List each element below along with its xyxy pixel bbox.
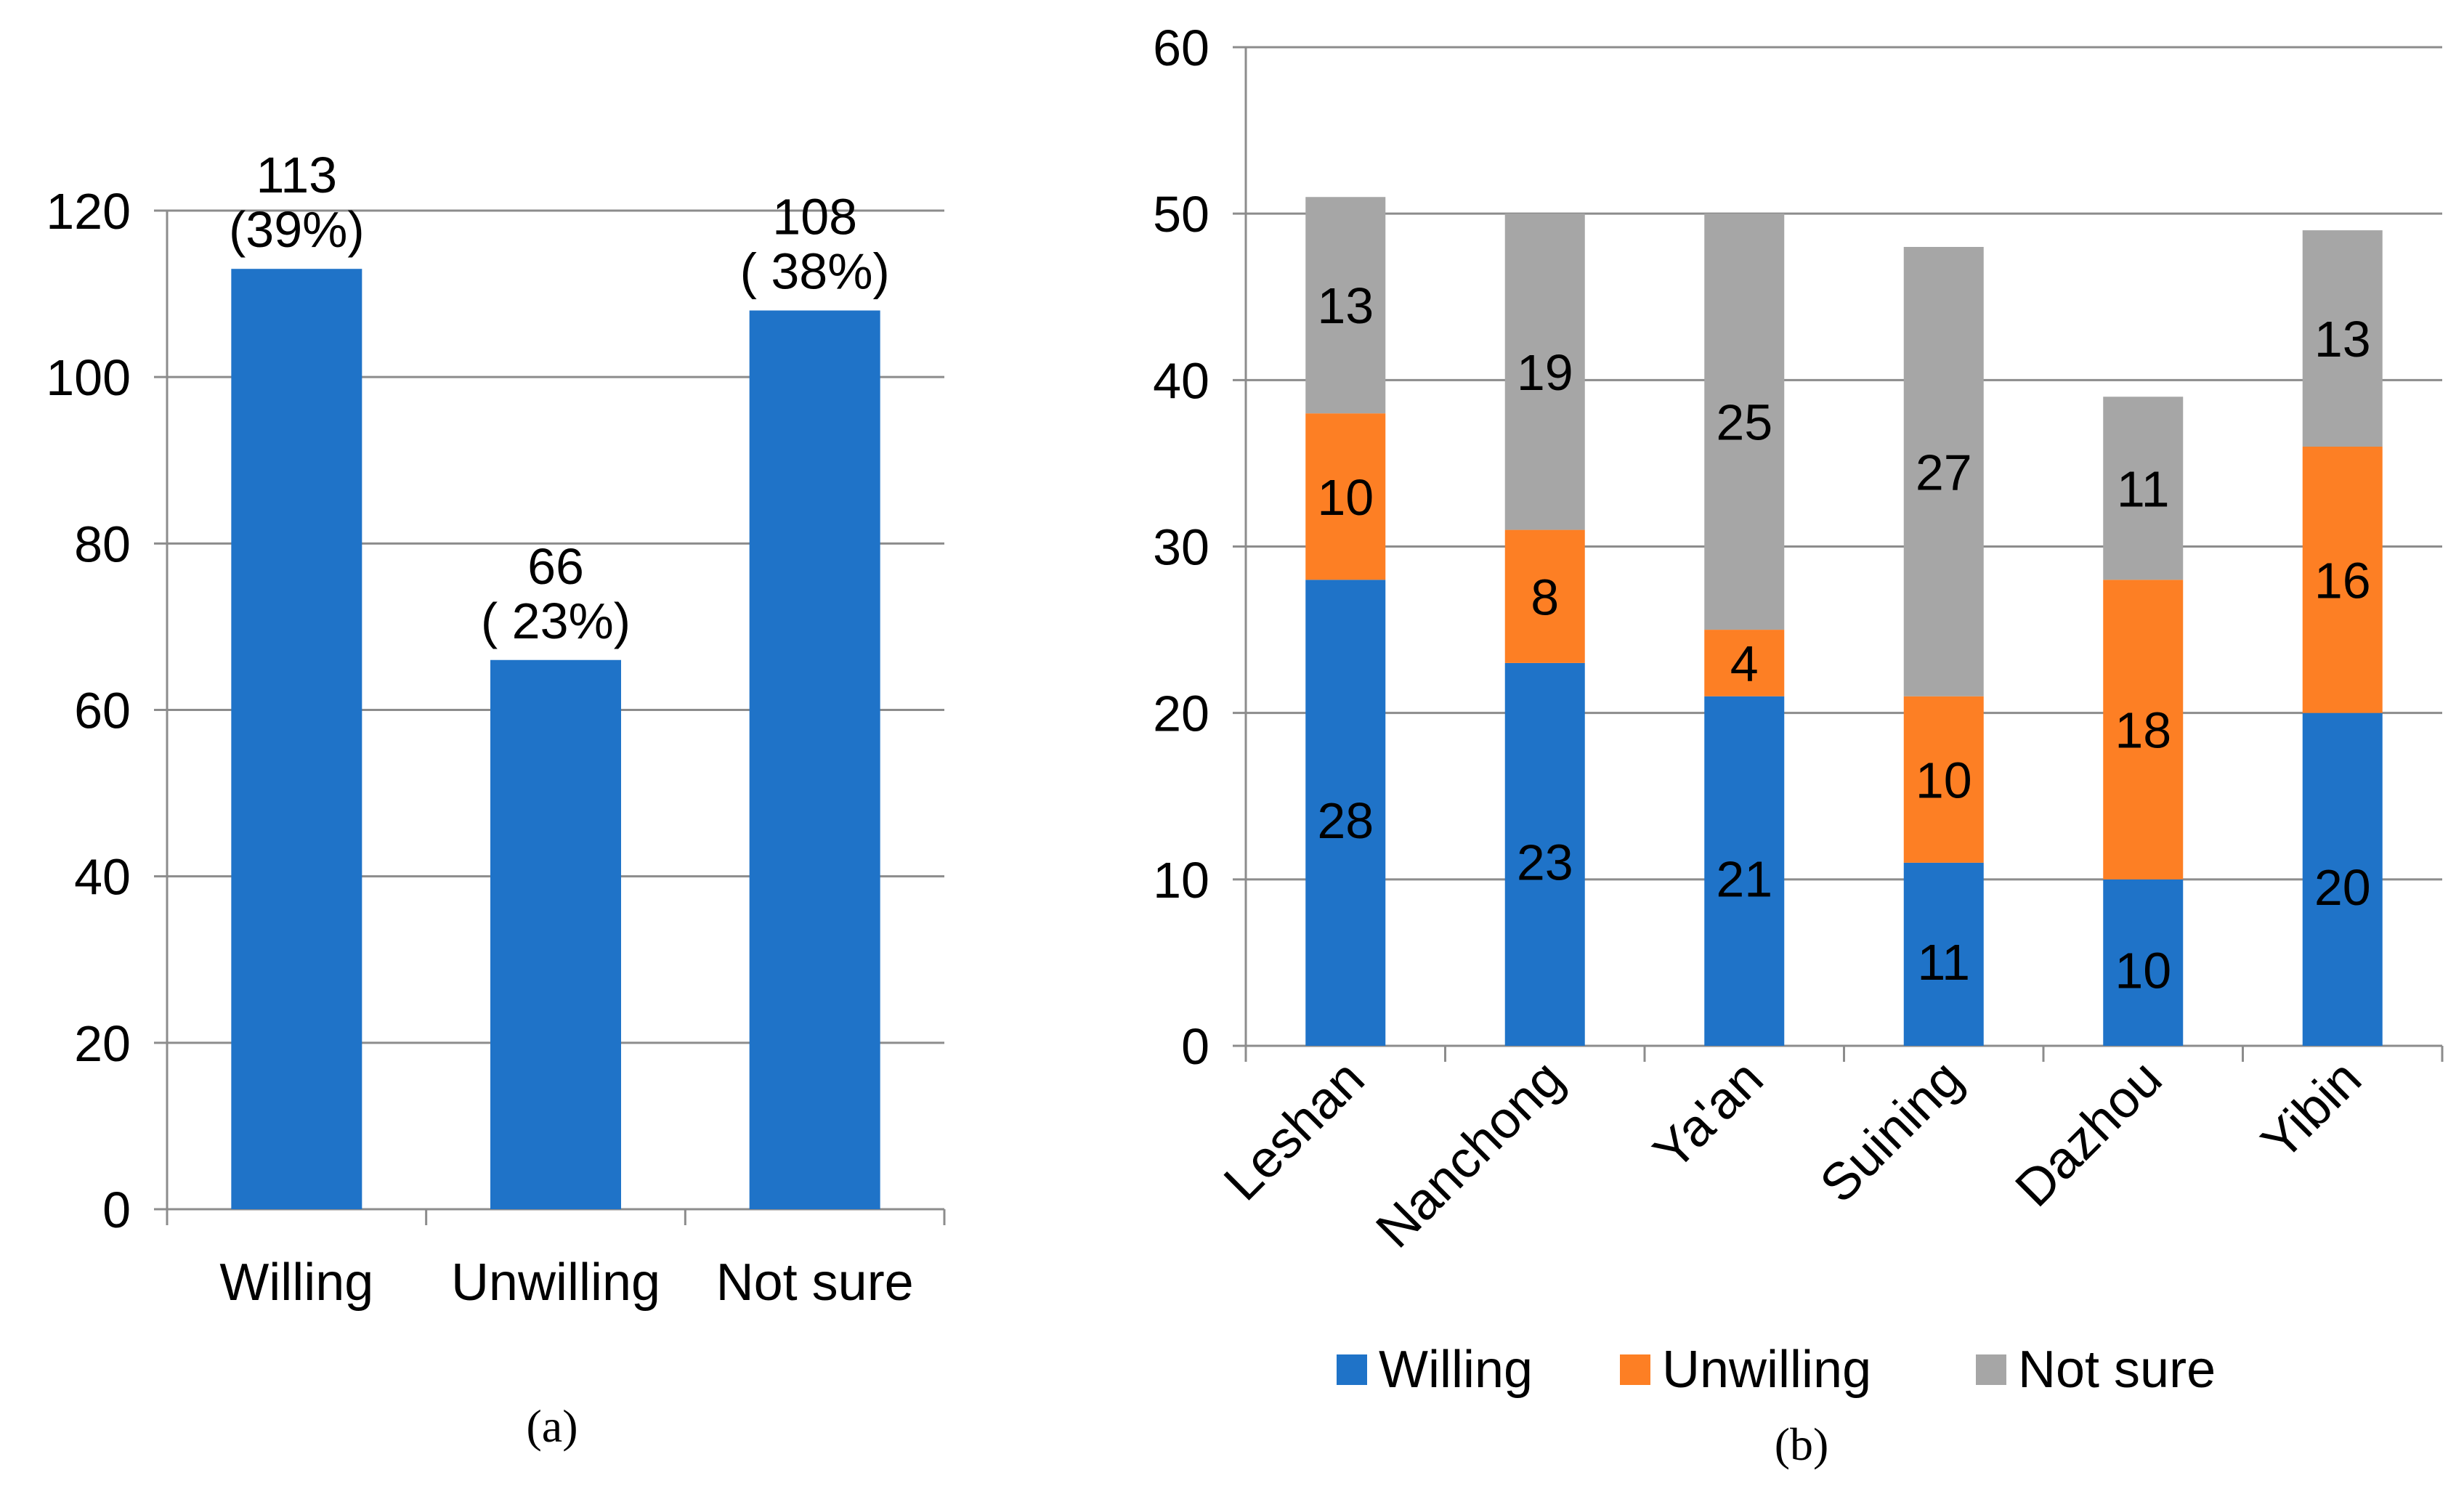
x-category-label: Unwilling [451,1254,660,1312]
y-tick-label: 60 [74,683,131,739]
x-category-label: Dazhou [2005,1049,2173,1218]
segment-value-label: 11 [2117,460,2170,517]
segment-value-label: 8 [1531,569,1559,625]
legend: Willing Unwilling Not sure [1337,1341,2216,1399]
y-tick-label: 60 [1153,20,1209,76]
segment-not-sure [1704,214,1785,630]
x-category-label: Suining [1809,1049,1974,1214]
x-category-label: Leshan [1213,1049,1376,1212]
chart-b: 0 10 20 30 40 50 60 28 10 13 Leshan 23 8 19 Nanchong 21… [1153,20,2444,1399]
x-category-label: Yibin [2250,1049,2372,1171]
y-tick-label: 40 [1153,352,1209,409]
data-label-percent: (39%) [229,201,365,258]
y-tick-label: 40 [74,849,131,906]
segment-willing [2103,879,2184,1046]
segment-value-label: 11 [1917,934,1970,991]
data-label-value: 66 [527,538,584,595]
y-tick-label: 20 [74,1015,131,1072]
segment-willing [1504,662,1585,1046]
segment-unwilling [1504,529,1585,663]
segment-willing [1903,862,1984,1046]
y-tick-label: 20 [1153,686,1209,742]
segment-value-label: 27 [1916,444,1972,500]
segment-value-label: 18 [2115,702,2171,759]
segment-willing [1704,696,1785,1046]
bar-willing [231,269,362,1209]
segment-value-label: 21 [1716,850,1772,907]
segment-willing [1305,580,1386,1046]
legend-label: Unwilling [1662,1341,1871,1399]
segment-value-label: 28 [1317,792,1374,849]
legend-swatch [1976,1354,2006,1385]
y-tick-label: 120 [46,183,131,240]
bar-notsure [749,310,880,1209]
legend-swatch [1620,1354,1650,1385]
x-category-label: Nanchong [1365,1049,1575,1259]
panel-label-b: (b) [1775,1418,1829,1470]
segment-willing [2302,712,2383,1046]
segment-value-label: 23 [1517,834,1573,890]
segment-not-sure [1305,197,1386,414]
y-tick-label: 100 [46,349,131,406]
segment-unwilling [2302,447,2383,713]
data-label-value: 108 [772,189,857,245]
segment-unwilling [1305,413,1386,580]
segment-value-label: 10 [1916,752,1972,808]
legend-label: Willing [1379,1341,1533,1399]
data-label-value: 113 [256,147,338,203]
segment-unwilling [2103,580,2184,880]
chart-a: 0 20 40 60 80 100 120 113(39%) Willing 66( 23%) Un… [46,147,946,1312]
y-tick-label: 80 [74,516,131,572]
x-category-label: Willing [219,1254,373,1312]
panel-label-a: (a) [526,1400,578,1452]
data-label-percent: ( 38%) [740,243,890,300]
segment-value-label: 19 [1517,344,1573,401]
y-tick-label: 50 [1153,186,1209,243]
segment-value-label: 16 [2314,552,2371,609]
segment-unwilling [1704,630,1785,696]
y-tick-label: 10 [1153,852,1209,909]
segment-value-label: 13 [1317,277,1374,334]
bar-unwilling [490,659,621,1209]
y-tick-label: 0 [102,1182,131,1238]
legend-swatch [1337,1354,1367,1385]
segment-value-label: 13 [2314,311,2371,367]
segment-unwilling [1903,696,1984,863]
segment-value-label: 25 [1716,394,1772,451]
y-tick-label: 30 [1153,519,1209,576]
segment-value-label: 20 [2314,859,2371,916]
segment-not-sure [2302,230,2383,447]
x-category-label: Ya'an [1642,1049,1774,1181]
segment-not-sure [2103,397,2184,580]
segment-value-label: 10 [2115,942,2171,999]
segment-not-sure [1504,214,1585,530]
x-category-label: Not sure [716,1254,914,1312]
segment-value-label: 10 [1317,469,1374,526]
legend-label: Not sure [2018,1341,2216,1399]
segment-not-sure [1903,247,1984,696]
data-label-percent: ( 23%) [481,593,631,649]
segment-value-label: 4 [1730,635,1759,692]
y-tick-label: 0 [1181,1018,1209,1075]
